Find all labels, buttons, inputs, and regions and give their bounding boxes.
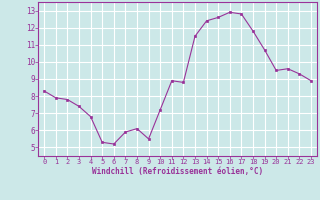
X-axis label: Windchill (Refroidissement éolien,°C): Windchill (Refroidissement éolien,°C) <box>92 167 263 176</box>
